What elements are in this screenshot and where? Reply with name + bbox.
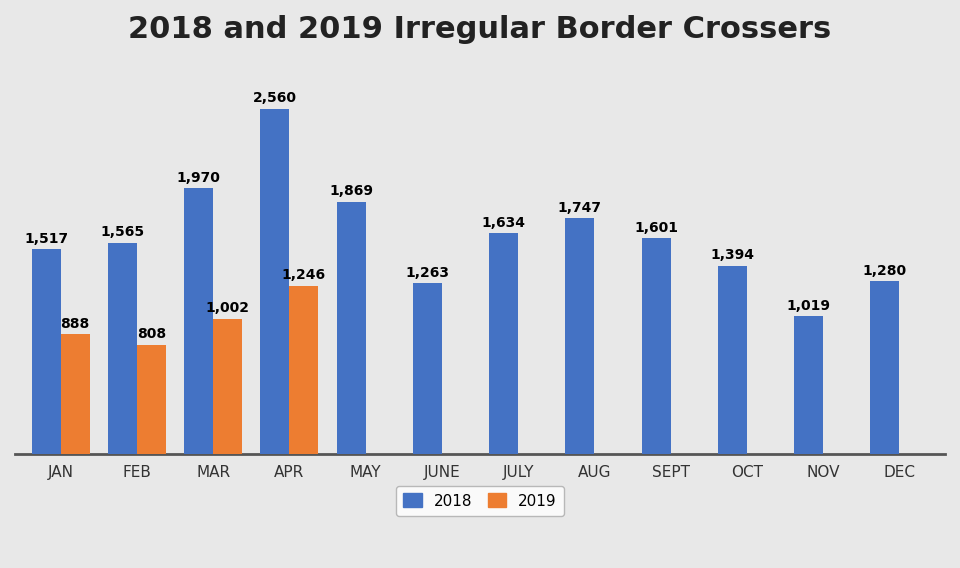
Text: 2,560: 2,560: [252, 91, 297, 106]
Bar: [32, 249, 60, 453]
Bar: [108, 243, 137, 453]
Legend: 2018, 2019: 2018, 2019: [396, 486, 564, 516]
Bar: [60, 334, 89, 453]
Bar: [490, 233, 518, 453]
Bar: [137, 345, 166, 453]
Text: 808: 808: [137, 327, 166, 341]
Text: 1,263: 1,263: [405, 266, 449, 280]
Text: 1,394: 1,394: [710, 248, 755, 262]
Text: 1,517: 1,517: [24, 232, 68, 246]
Text: 1,869: 1,869: [329, 185, 373, 198]
Bar: [289, 286, 319, 453]
Text: 1,747: 1,747: [558, 201, 602, 215]
Bar: [794, 316, 823, 453]
Text: 1,280: 1,280: [863, 264, 907, 278]
Text: 1,970: 1,970: [177, 171, 221, 185]
Bar: [337, 202, 366, 453]
Text: 1,019: 1,019: [786, 299, 830, 313]
Bar: [213, 319, 242, 453]
Text: 888: 888: [60, 316, 90, 331]
Text: 1,634: 1,634: [482, 216, 526, 230]
Bar: [718, 266, 747, 453]
Text: 1,601: 1,601: [635, 220, 678, 235]
Bar: [641, 238, 671, 453]
Text: 1,246: 1,246: [282, 268, 326, 282]
Text: 1,565: 1,565: [101, 225, 145, 239]
Bar: [184, 188, 213, 453]
Bar: [260, 109, 289, 453]
Bar: [565, 218, 594, 453]
Bar: [871, 281, 900, 453]
Text: 1,002: 1,002: [205, 301, 250, 315]
Bar: [413, 283, 442, 453]
Title: 2018 and 2019 Irregular Border Crossers: 2018 and 2019 Irregular Border Crossers: [129, 15, 831, 44]
